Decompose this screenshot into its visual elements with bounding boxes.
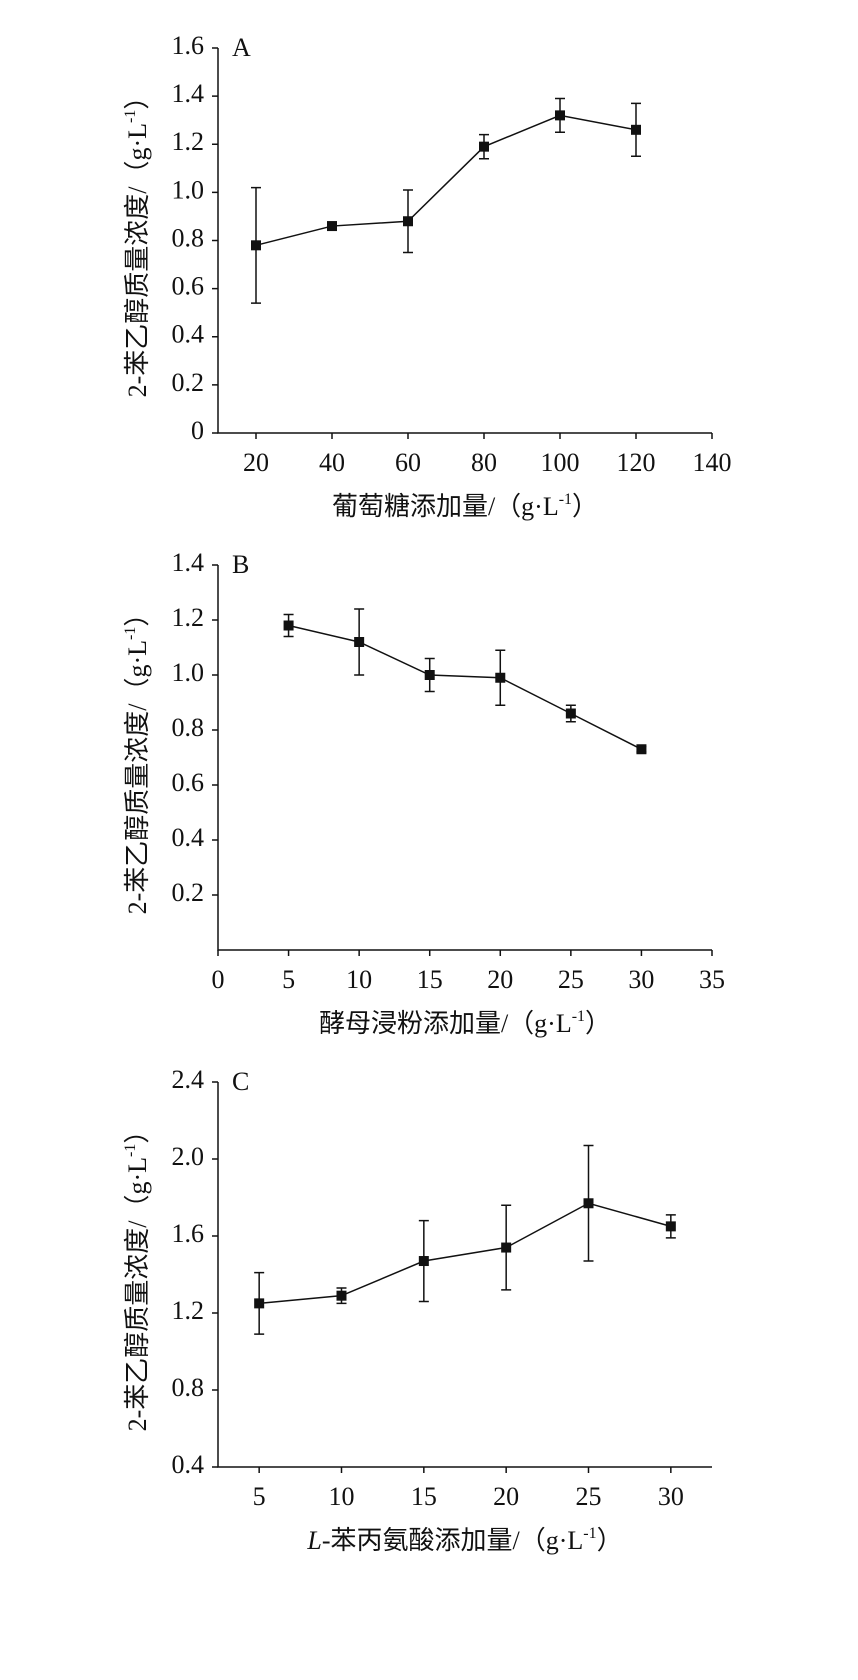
data-line bbox=[259, 1202, 672, 1305]
y-tick-label: 0.4 bbox=[172, 823, 205, 852]
data-point bbox=[565, 708, 576, 719]
panel-label: A bbox=[232, 33, 251, 62]
y-tick-label: 0.2 bbox=[172, 368, 205, 397]
x-tick-label: 20 bbox=[487, 965, 513, 994]
label-part: ） bbox=[123, 601, 152, 627]
data-point bbox=[665, 1221, 676, 1232]
data-point bbox=[631, 124, 641, 135]
y-tick-label: 2.4 bbox=[172, 1065, 205, 1094]
label-part: ） bbox=[597, 1526, 623, 1555]
label-part: -1 bbox=[122, 110, 139, 123]
label-part: ） bbox=[585, 1009, 611, 1038]
y-tick-label: 1.4 bbox=[172, 79, 205, 108]
x-tick-label: 100 bbox=[541, 448, 580, 477]
label-part: 葡萄糖添加量/（g·L bbox=[332, 492, 559, 521]
y-axis-title: 2-苯乙醇质量浓度/（g·L-1） bbox=[122, 601, 152, 915]
y-tick-label: 2.0 bbox=[172, 1142, 205, 1171]
data-point bbox=[354, 637, 365, 647]
data-point bbox=[336, 1290, 347, 1301]
label-part: ） bbox=[123, 1118, 152, 1144]
x-tick-label: 20 bbox=[493, 1482, 519, 1511]
label-part: L bbox=[306, 1526, 321, 1555]
x-tick-label: 0 bbox=[212, 965, 225, 994]
x-tick-label: 15 bbox=[411, 1482, 437, 1511]
label-part: -1 bbox=[122, 627, 139, 640]
panel-label: C bbox=[232, 1067, 249, 1096]
axes bbox=[217, 1082, 712, 1468]
x-tick-label: 10 bbox=[329, 1482, 355, 1511]
x-tick-label: 15 bbox=[417, 965, 443, 994]
x-tick-label: 140 bbox=[693, 448, 732, 477]
data-point bbox=[403, 216, 413, 227]
y-tick-label: 1.4 bbox=[172, 548, 205, 577]
data-point bbox=[495, 672, 506, 683]
x-tick-label: 5 bbox=[253, 1482, 266, 1511]
label-part: -1 bbox=[572, 1008, 585, 1025]
y-tick-label: 0 bbox=[191, 416, 204, 445]
y-tick-label: 0.4 bbox=[172, 320, 205, 349]
label-part: ） bbox=[123, 84, 152, 110]
axes bbox=[217, 48, 712, 434]
data-point bbox=[636, 744, 647, 755]
label-part: -苯丙氨酸添加量/（g·L bbox=[322, 1526, 583, 1555]
label-part: 酵母浸粉添加量/（g·L bbox=[319, 1009, 572, 1038]
y-tick-label: 1.6 bbox=[172, 31, 205, 60]
x-axis-title: 酵母浸粉添加量/（g·L-1） bbox=[319, 1008, 611, 1038]
y-tick-label: 1.2 bbox=[172, 603, 205, 632]
data-point bbox=[283, 620, 294, 631]
data-line bbox=[255, 114, 637, 247]
data-point bbox=[583, 1198, 594, 1209]
data-point bbox=[251, 240, 261, 251]
x-tick-label: 120 bbox=[617, 448, 656, 477]
x-tick-label: 35 bbox=[699, 965, 725, 994]
label-part: -1 bbox=[559, 491, 572, 508]
x-axis-title: 葡萄糖添加量/（g·L-1） bbox=[332, 491, 598, 521]
data-line bbox=[288, 624, 642, 750]
x-tick-label: 30 bbox=[628, 965, 654, 994]
label-part: 2-苯乙醇质量浓度/（g·L bbox=[123, 640, 152, 914]
y-tick-label: 0.8 bbox=[172, 223, 205, 252]
label-part: -1 bbox=[583, 1525, 596, 1542]
y-tick-label: 0.8 bbox=[172, 1373, 205, 1402]
panel: 0.4 0.8 1.2 1.6 2.0 2.4 5 10 15 20 25 30 C L-苯丙氨酸添加量/… bbox=[122, 1065, 712, 1555]
panel: 0.2 0.4 0.6 0.8 1.0 1.2 1.4 0 5 10 15 20 25 30 35 B 酵母浸粉… bbox=[122, 548, 725, 1038]
data-point bbox=[327, 221, 337, 232]
label-part: ） bbox=[572, 492, 598, 521]
label-part: -1 bbox=[122, 1144, 139, 1157]
data-point bbox=[418, 1256, 429, 1267]
x-tick-label: 40 bbox=[319, 448, 345, 477]
y-tick-label: 1.0 bbox=[172, 175, 205, 204]
label-part: 2-苯乙醇质量浓度/（g·L bbox=[123, 123, 152, 397]
x-axis-title: L-苯丙氨酸添加量/（g·L-1） bbox=[306, 1525, 622, 1555]
panel-label: B bbox=[232, 550, 249, 579]
y-tick-label: 1.6 bbox=[172, 1219, 205, 1248]
x-tick-label: 25 bbox=[576, 1482, 602, 1511]
y-tick-label: 1.0 bbox=[172, 658, 205, 687]
label-part: 2-苯乙醇质量浓度/（g·L bbox=[123, 1157, 152, 1431]
x-tick-label: 80 bbox=[471, 448, 497, 477]
y-tick-label: 0.2 bbox=[172, 878, 205, 907]
y-tick-label: 0.6 bbox=[172, 272, 205, 301]
panel: 0 0.2 0.4 0.6 0.8 1.0 1.2 1.4 1.6 20 40 60 80 100 120 1… bbox=[122, 31, 731, 521]
y-tick-label: 0.6 bbox=[172, 768, 205, 797]
y-tick-label: 1.2 bbox=[172, 127, 205, 156]
data-point bbox=[424, 670, 435, 680]
data-point bbox=[479, 141, 489, 152]
y-axis-title: 2-苯乙醇质量浓度/（g·L-1） bbox=[122, 84, 152, 398]
x-tick-label: 60 bbox=[395, 448, 421, 477]
y-axis-title: 2-苯乙醇质量浓度/（g·L-1） bbox=[122, 1118, 152, 1432]
data-point bbox=[501, 1242, 512, 1253]
data-point bbox=[254, 1298, 265, 1309]
y-tick-label: 1.2 bbox=[172, 1296, 205, 1325]
x-tick-label: 10 bbox=[346, 965, 372, 994]
y-tick-label: 0.8 bbox=[172, 713, 205, 742]
data-point bbox=[555, 110, 565, 121]
x-tick-label: 20 bbox=[243, 448, 269, 477]
y-tick-label: 0.4 bbox=[172, 1450, 205, 1479]
x-tick-label: 5 bbox=[282, 965, 295, 994]
x-tick-label: 30 bbox=[658, 1482, 684, 1511]
x-tick-label: 25 bbox=[558, 965, 584, 994]
